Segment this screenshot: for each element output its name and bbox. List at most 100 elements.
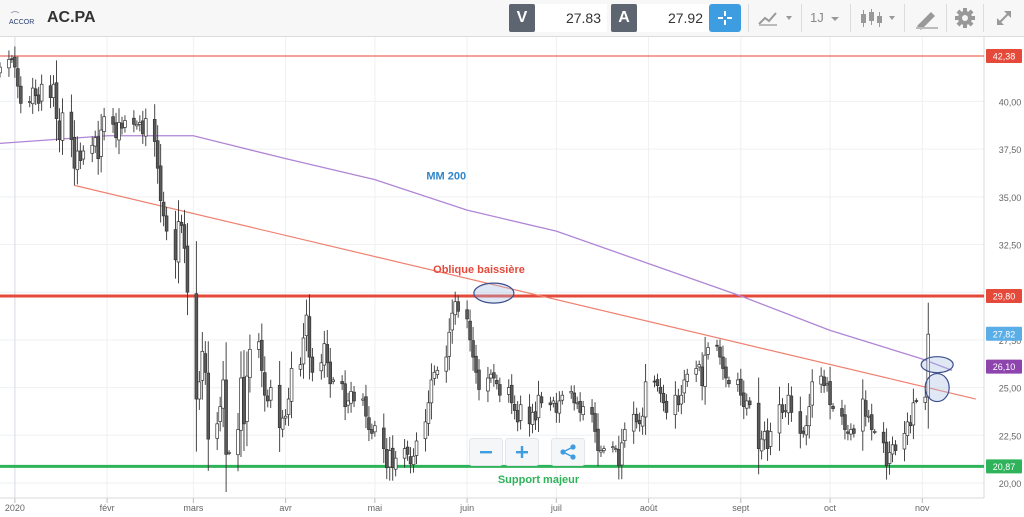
candle: [590, 407, 594, 415]
candle: [426, 402, 431, 424]
candle: [498, 384, 502, 396]
separator: [946, 4, 947, 32]
draw-button[interactable]: [912, 4, 942, 32]
price-tag-label: 29,80: [993, 292, 1016, 302]
candle: [631, 413, 636, 432]
candle: [435, 370, 440, 375]
candle: [902, 433, 907, 450]
candle: [361, 398, 365, 401]
ask-value: 27.92: [637, 4, 709, 32]
candle: [331, 379, 335, 382]
candle: [346, 400, 350, 406]
candle: [0, 66, 2, 74]
candle: [227, 452, 231, 454]
share-button[interactable]: [551, 438, 585, 466]
candle: [322, 343, 327, 366]
candle: [257, 341, 261, 350]
candle: [581, 406, 585, 416]
candle: [10, 58, 14, 61]
candle: [658, 386, 663, 394]
price-tag: [986, 289, 1022, 304]
x-tick-label: juil: [550, 503, 562, 513]
candle: [28, 101, 32, 103]
candle: [599, 450, 603, 453]
candle: [111, 116, 115, 125]
candle: [557, 400, 562, 414]
candle: [614, 448, 618, 450]
candle: [277, 384, 282, 428]
x-tick-label: nov: [915, 503, 930, 513]
candle: [739, 378, 743, 396]
candle: [512, 404, 517, 411]
candle: [914, 400, 919, 402]
separator: [850, 4, 851, 32]
candle: [530, 412, 535, 425]
candle: [99, 129, 103, 157]
settings-button[interactable]: [952, 4, 978, 32]
candle: [780, 404, 785, 413]
candle: [408, 456, 413, 465]
candle: [884, 441, 889, 467]
candle: [822, 376, 826, 387]
crosshair-button[interactable]: [709, 4, 741, 32]
candle: [206, 372, 211, 440]
candle: [307, 316, 312, 358]
fullscreen-button[interactable]: [990, 4, 1018, 32]
price-tag-label: 20,87: [993, 462, 1016, 472]
candle: [640, 415, 645, 427]
candle: [789, 395, 794, 413]
candle: [810, 381, 814, 406]
price-chart[interactable]: 20,0022,5025,0027,5030,0032,5035,0037,50…: [0, 37, 1024, 517]
candle: [444, 356, 449, 372]
chart-type-button[interactable]: [756, 4, 796, 32]
indicators-button[interactable]: [858, 4, 900, 32]
candle: [16, 68, 20, 87]
toolbar: ACCOR AC.PA V 27.83 A 27.92 1J: [0, 0, 1024, 37]
period-label: 1J: [810, 10, 824, 25]
candle: [602, 448, 606, 451]
candle: [423, 421, 428, 440]
candle: [507, 387, 511, 395]
candle: [75, 150, 80, 171]
candle: [736, 379, 740, 385]
price-tag-label: 26,10: [993, 362, 1016, 372]
candle: [831, 405, 835, 409]
downtrend-line: [74, 184, 976, 400]
candle: [328, 361, 332, 385]
candle: [283, 415, 288, 419]
candle: [387, 450, 392, 468]
candle: [141, 120, 145, 135]
candle: [694, 368, 698, 375]
candle: [721, 356, 725, 369]
candle: [385, 449, 389, 469]
candle: [373, 425, 377, 433]
candle: [176, 221, 181, 263]
zoom-out-button[interactable]: [469, 438, 503, 466]
candle: [786, 394, 791, 414]
y-tick-label: 27,50: [999, 336, 1022, 346]
candle: [536, 394, 541, 419]
separator: [983, 4, 984, 32]
candle: [7, 59, 11, 69]
candle: [343, 383, 347, 408]
candle: [114, 122, 118, 139]
candle: [310, 356, 315, 373]
candle: [33, 88, 38, 97]
x-tick-label: août: [640, 503, 658, 513]
candle: [471, 340, 475, 358]
candle: [78, 150, 83, 161]
candle: [280, 417, 285, 430]
zoom-in-button[interactable]: [505, 438, 539, 466]
y-tick-label: 22,50: [999, 431, 1022, 441]
period-select[interactable]: 1J: [810, 4, 844, 32]
candle: [715, 344, 719, 347]
candle: [515, 410, 520, 423]
candle: [304, 314, 309, 337]
candle: [703, 354, 707, 387]
candle: [215, 423, 219, 439]
candle: [661, 392, 666, 404]
candle: [164, 215, 169, 232]
candles-icon: [861, 9, 895, 27]
candle: [96, 136, 100, 160]
candle: [596, 428, 600, 451]
